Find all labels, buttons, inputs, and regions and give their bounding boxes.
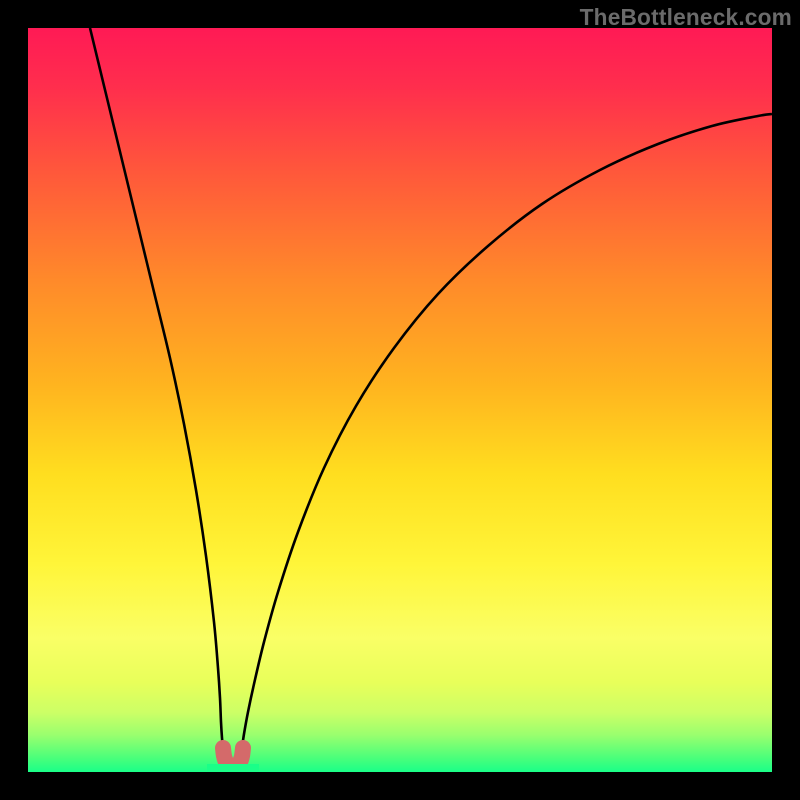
bottleneck-chart — [0, 0, 800, 800]
gradient-background — [28, 28, 772, 772]
minimum-marker-base-cover — [207, 764, 259, 772]
figure-container: TheBottleneck.com — [0, 0, 800, 800]
plot-area — [28, 28, 772, 772]
watermark-label: TheBottleneck.com — [580, 4, 792, 31]
